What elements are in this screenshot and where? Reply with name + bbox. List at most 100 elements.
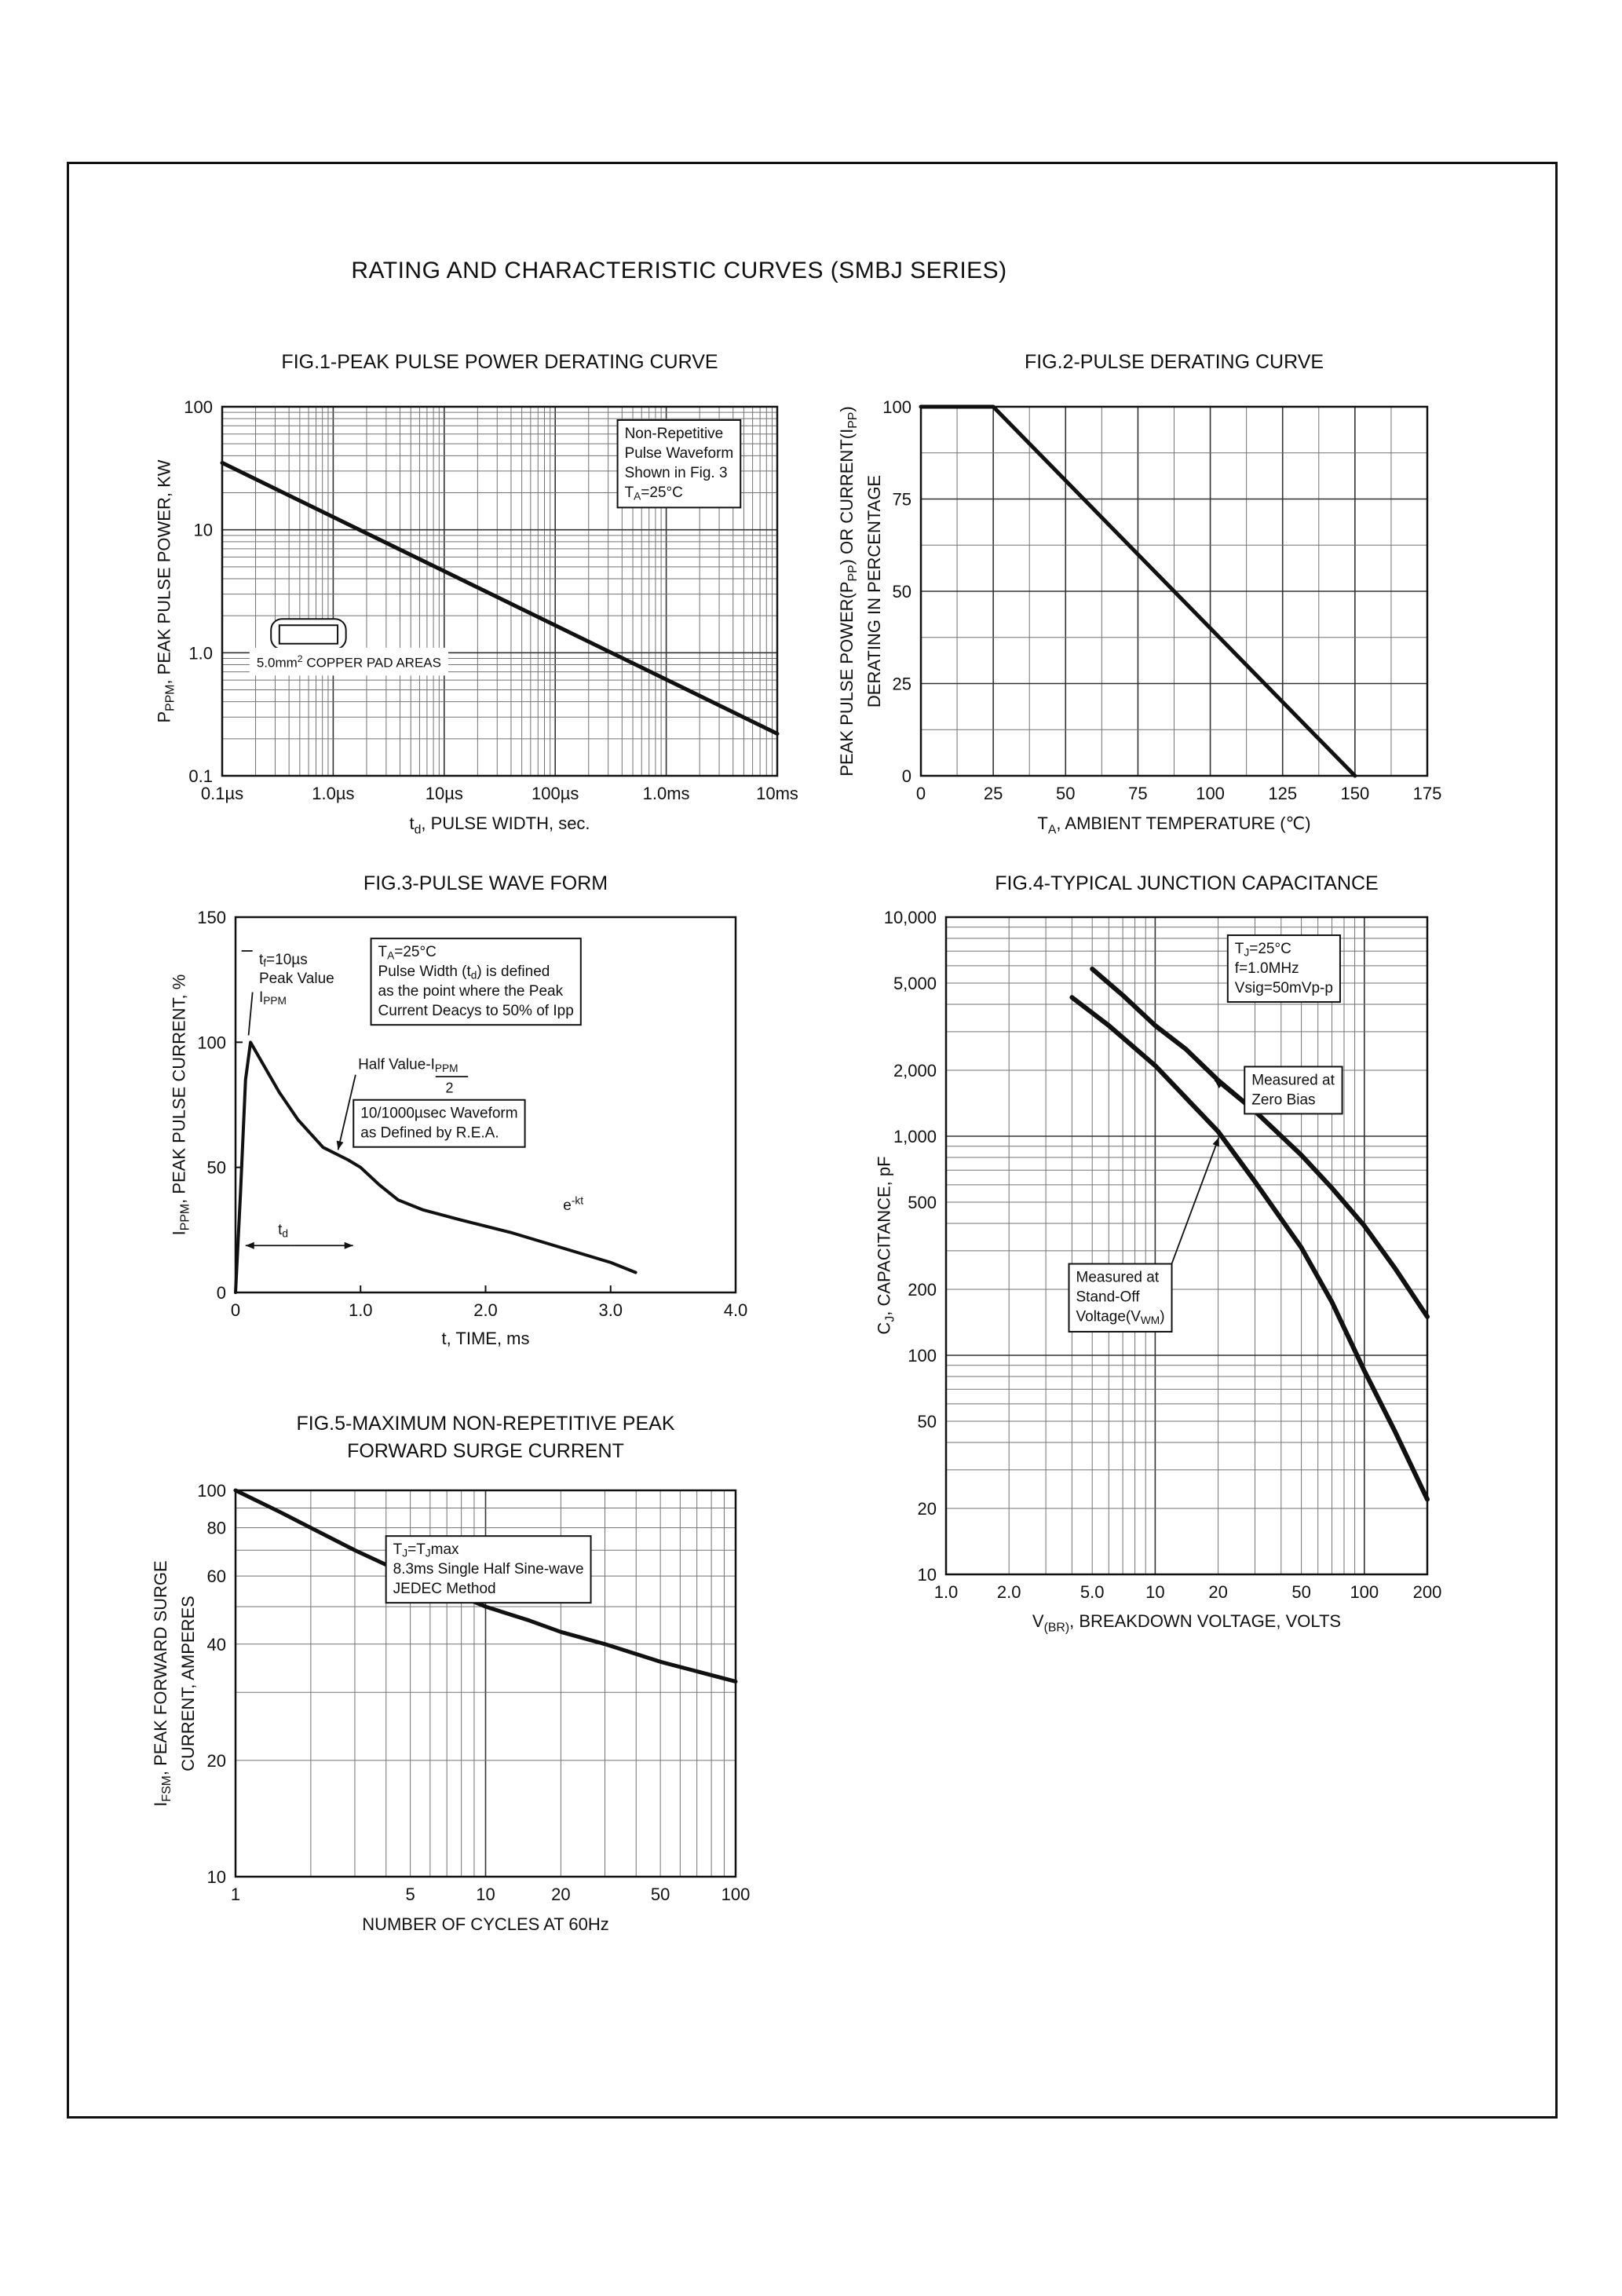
fig4-xlabel: V(BR), BREAKDOWN VOLTAGE, VOLTS (1032, 1611, 1342, 1635)
svg-text:500: 500 (908, 1193, 937, 1212)
smb-package-body (278, 624, 339, 645)
fig3-chart: 0 1.0 2.0 3.0 4.0 150 100 50 0 tf=10µs Peak Value I… (197, 908, 747, 1320)
svg-text:tf=10µs: tf=10µs (259, 952, 308, 969)
fig2-series-pulse-derating (919, 404, 1357, 778)
svg-text:10,000: 10,000 (884, 908, 937, 927)
svg-text:td: td (278, 1222, 288, 1239)
svg-text:200: 200 (1413, 1582, 1442, 1602)
fig3-series-pulse-waveform (234, 1040, 637, 1294)
svg-text:150: 150 (197, 908, 226, 927)
svg-text:10µs: 10µs (426, 784, 463, 803)
svg-text:2: 2 (446, 1080, 454, 1096)
fig1-title: FIG.1-PEAK PULSE POWER DERATING CURVE (281, 351, 718, 373)
svg-text:Stand-Off: Stand-Off (1076, 1289, 1141, 1306)
svg-text:50: 50 (918, 1412, 937, 1431)
svg-text:TA=25°C: TA=25°C (625, 484, 683, 502)
fig2-ylabel: PEAK PULSE POWER(PPP) OR CURRENT(IPP) DER… (836, 406, 885, 777)
svg-text:Current Deacys to 50% of Ipp: Current Deacys to 50% of Ipp (378, 1003, 574, 1019)
svg-text:5.0: 5.0 (1080, 1582, 1105, 1602)
svg-text:e-kt: e-kt (563, 1195, 583, 1214)
svg-text:25: 25 (984, 784, 1003, 803)
svg-text:TJ=25°C: TJ=25°C (1235, 941, 1291, 958)
svg-text:2.0: 2.0 (473, 1300, 498, 1320)
svg-text:Peak Value: Peak Value (259, 971, 334, 987)
svg-text:5: 5 (405, 1885, 415, 1904)
svg-text:20: 20 (551, 1885, 570, 1904)
fig2-title: FIG.2-PULSE DERATING CURVE (1024, 351, 1324, 373)
svg-text:1: 1 (231, 1885, 240, 1904)
svg-text:100: 100 (197, 1481, 226, 1501)
svg-text:0: 0 (231, 1300, 240, 1320)
svg-text:TJ=TJmax: TJ=TJmax (393, 1541, 459, 1559)
svg-text:0: 0 (902, 766, 911, 786)
svg-text:Zero Bias: Zero Bias (1251, 1091, 1315, 1108)
fig3-title: FIG.3-PULSE WAVE FORM (363, 872, 608, 894)
svg-text:125: 125 (1268, 784, 1297, 803)
svg-text:20: 20 (207, 1751, 226, 1771)
svg-text:75: 75 (893, 490, 911, 510)
svg-text:Non-Repetitive: Non-Repetitive (625, 426, 724, 442)
svg-text:10: 10 (194, 521, 213, 540)
svg-text:20: 20 (918, 1499, 937, 1519)
svg-text:100: 100 (1350, 1582, 1379, 1602)
fig2-chart: 0 25 50 75 100 125 150 175 100 75 50 25 0 (882, 397, 1441, 803)
fig5-series-peak-forward-surge-current (233, 1488, 738, 1684)
svg-text:1.0: 1.0 (934, 1582, 959, 1602)
svg-text:Measured at: Measured at (1076, 1270, 1160, 1286)
svg-text:150: 150 (1340, 784, 1369, 803)
fig1-series-peak-pulse-power-derating (220, 460, 780, 736)
svg-text:JEDEC Method: JEDEC Method (393, 1581, 496, 1597)
svg-text:5.0mm2 COPPER PAD AREAS: 5.0mm2 COPPER PAD AREAS (257, 653, 441, 670)
fig4-ylabel: CJ, CAPACITANCE, pF (874, 1156, 897, 1335)
svg-text:4.0: 4.0 (724, 1300, 748, 1320)
fig4-title: FIG.4-TYPICAL JUNCTION CAPACITANCE (995, 872, 1379, 894)
svg-text:175: 175 (1413, 784, 1442, 803)
svg-text:50: 50 (207, 1158, 226, 1178)
svg-text:50: 50 (893, 582, 911, 601)
svg-text:1,000: 1,000 (893, 1127, 937, 1146)
svg-text:40: 40 (207, 1635, 226, 1654)
svg-text:10: 10 (1145, 1582, 1164, 1602)
svg-text:0.1µs: 0.1µs (201, 784, 243, 803)
svg-text:80: 80 (207, 1519, 226, 1538)
svg-text:100: 100 (721, 1885, 751, 1904)
svg-text:as the point where the Peak: as the point where the Peak (378, 983, 564, 1000)
svg-text:f=1.0MHz: f=1.0MHz (1235, 960, 1299, 977)
svg-text:60: 60 (207, 1567, 226, 1586)
svg-text:8.3ms Single Half Sine-wave: 8.3ms Single Half Sine-wave (393, 1561, 584, 1578)
svg-text:as Defined by R.E.A.: as Defined by R.E.A. (360, 1125, 499, 1142)
svg-text:50: 50 (1056, 784, 1075, 803)
svg-text:50: 50 (1291, 1582, 1310, 1602)
svg-text:Measured at: Measured at (1251, 1072, 1335, 1088)
svg-text:10/1000µsec Waveform: 10/1000µsec Waveform (360, 1106, 517, 1122)
svg-text:10: 10 (476, 1885, 495, 1904)
svg-text:Pulse Width (td) is defined: Pulse Width (td) is defined (378, 963, 550, 981)
fig5-title: FIG.5-MAXIMUM NON-REPETITIVE PEAK FORWARD… (296, 1413, 675, 1462)
svg-text:100: 100 (184, 397, 213, 417)
svg-text:5,000: 5,000 (893, 974, 937, 993)
svg-text:200: 200 (908, 1280, 937, 1300)
svg-text:Voltage(VWM): Voltage(VWM) (1076, 1309, 1165, 1326)
svg-text:25: 25 (893, 675, 911, 694)
svg-text:TA=25°C: TA=25°C (378, 944, 437, 961)
page-title: RATING AND CHARACTERISTIC CURVES (SMBJ S… (351, 258, 1007, 283)
svg-text:2,000: 2,000 (893, 1061, 937, 1080)
fig1-chart: 0.1µs 1.0µs 10µs 100µs 1.0ms 10ms 100 10 1.0 0.1 N… (184, 397, 798, 803)
fig1-xlabel: td, PULSE WIDTH, sec. (409, 813, 590, 837)
svg-text:Shown in Fig. 3: Shown in Fig. 3 (625, 465, 728, 481)
svg-text:100: 100 (908, 1346, 937, 1366)
svg-text:10: 10 (918, 1565, 937, 1585)
svg-text:1.0: 1.0 (188, 643, 213, 663)
page-border (67, 162, 1558, 2119)
fig3-xlabel: t, TIME, ms (441, 1329, 530, 1348)
svg-text:0: 0 (916, 784, 926, 803)
svg-text:75: 75 (1128, 784, 1147, 803)
fig5-ylabel: IFSM, PEAK FORWARD SURGE CURRENT, AMPERES (150, 1560, 199, 1807)
fig2-xlabel: TA, AMBIENT TEMPERATURE (℃) (1037, 813, 1311, 837)
fig5-chart: 1 5 10 20 50 100 100 80 60 40 20 10 TJ=TJmax 8.3ms Si… (197, 1481, 750, 1904)
fig5-xlabel: NUMBER OF CYCLES AT 60Hz (362, 1914, 609, 1934)
svg-text:Half Value-IPPM: Half Value-IPPM (358, 1057, 458, 1074)
svg-text:100: 100 (197, 1033, 226, 1052)
